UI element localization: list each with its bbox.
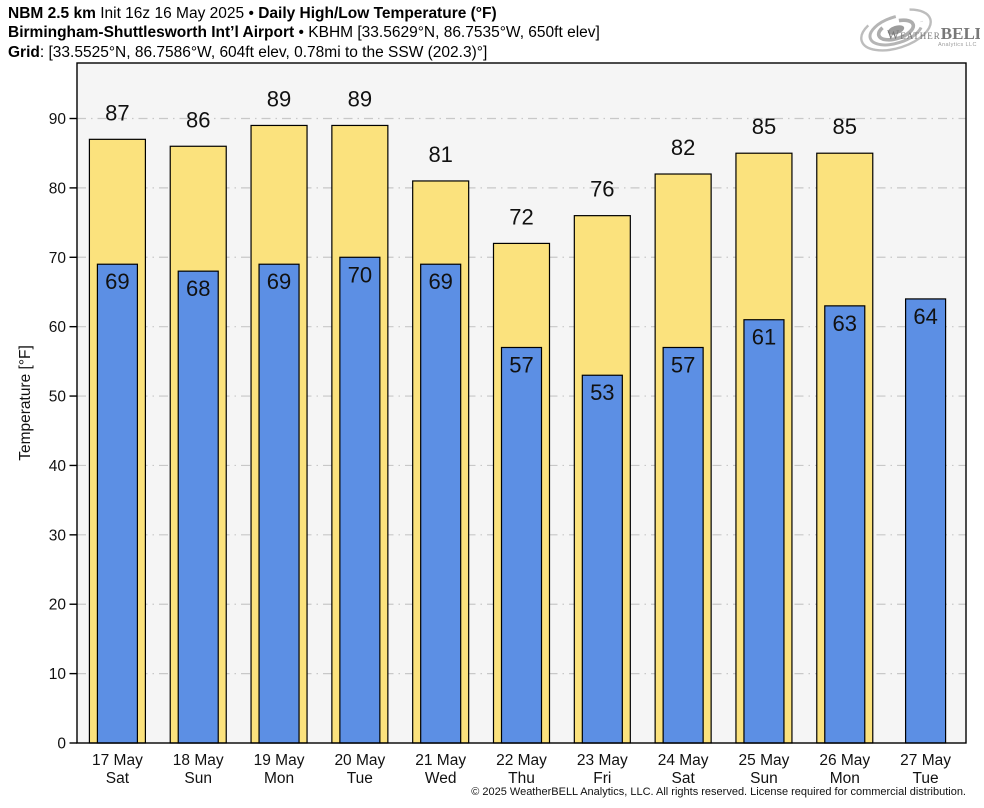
high-value-label: 82 bbox=[671, 135, 695, 160]
y-axis-title: Temperature [°F] bbox=[17, 345, 34, 461]
y-tick-label: 60 bbox=[49, 319, 67, 336]
high-value-label: 89 bbox=[348, 86, 372, 111]
y-tick-label: 80 bbox=[49, 180, 67, 197]
x-tick-label: 27 May Tue bbox=[900, 752, 951, 787]
low-value-label: 69 bbox=[105, 269, 129, 294]
high-value-label: 76 bbox=[590, 177, 614, 202]
station-name: Birmingham-Shuttlesworth Int’l Airport bbox=[8, 24, 295, 42]
y-tick-label: 20 bbox=[49, 597, 67, 614]
high-value-label: 85 bbox=[833, 114, 857, 139]
low-value-label: 63 bbox=[833, 311, 857, 336]
high-value-label: 85 bbox=[752, 114, 776, 139]
x-tick-label: 18 May Sun bbox=[173, 752, 224, 787]
product-title: Daily High/Low Temperature (°F) bbox=[258, 5, 497, 22]
low-value-label: 61 bbox=[752, 325, 776, 350]
plot-frame bbox=[76, 62, 967, 744]
low-bar bbox=[500, 346, 543, 744]
low-value-label: 57 bbox=[509, 352, 533, 377]
grid-details: : [33.5525°N, 86.7586°W, 604ft elev, 0.7… bbox=[39, 43, 488, 61]
low-bar bbox=[662, 346, 704, 744]
separator-dot: • bbox=[248, 5, 254, 22]
low-value-label: 69 bbox=[428, 269, 452, 294]
x-tick-label: 22 May Thu bbox=[496, 752, 547, 787]
grid-label: Grid bbox=[8, 43, 40, 61]
copyright-notice: © 2025 WeatherBELL Analytics, LLC. All r… bbox=[471, 786, 966, 798]
low-bar bbox=[824, 305, 866, 744]
header-line-2: Birmingham-Shuttlesworth Int’l Airport • K… bbox=[8, 23, 600, 42]
low-value-label: 53 bbox=[590, 380, 614, 405]
y-tick-label: 50 bbox=[49, 389, 67, 406]
low-bar bbox=[339, 256, 381, 744]
low-bar bbox=[904, 298, 947, 744]
x-tick-label: 19 May Mon bbox=[254, 752, 305, 787]
low-bar bbox=[177, 270, 219, 744]
low-bar bbox=[96, 263, 139, 744]
x-tick-label: 24 May Sat bbox=[658, 752, 709, 787]
low-value-label: 68 bbox=[186, 276, 210, 301]
x-tick-label: 25 May Sun bbox=[739, 752, 790, 787]
station-details: KBHM [33.5629°N, 86.7535°W, 650ft elev] bbox=[308, 24, 600, 42]
x-tick-label: 17 May Sat bbox=[92, 752, 143, 787]
x-tick-label: 23 May Fri bbox=[577, 752, 628, 787]
y-tick-label: 10 bbox=[49, 666, 67, 683]
low-bar bbox=[581, 374, 623, 744]
high-value-label: 81 bbox=[428, 142, 452, 167]
init-time: Init 16z 16 May 2025 bbox=[100, 5, 245, 22]
x-tick-label: 26 May Mon bbox=[819, 752, 870, 787]
low-value-label: 69 bbox=[267, 269, 291, 294]
high-value-label: 72 bbox=[509, 204, 533, 229]
chart-header: NBM 2.5 km Init 16z 16 May 2025 • Daily Hig… bbox=[8, 4, 600, 62]
header-line-1: NBM 2.5 km Init 16z 16 May 2025 • Daily Hig… bbox=[8, 4, 600, 23]
y-tick-label: 0 bbox=[57, 736, 66, 753]
low-bar bbox=[743, 319, 785, 744]
high-value-label: 86 bbox=[186, 107, 210, 132]
weatherbell-logo: WeatherBELL Analytics LLC bbox=[860, 8, 980, 52]
y-tick-label: 30 bbox=[49, 527, 67, 544]
x-tick-label: 21 May Wed bbox=[415, 752, 466, 787]
low-bar bbox=[420, 263, 462, 744]
logo-wordmark: WeatherBELL bbox=[887, 24, 980, 43]
y-tick-label: 90 bbox=[49, 111, 67, 128]
y-tick-label: 70 bbox=[49, 250, 67, 267]
x-tick-label: 20 May Tue bbox=[334, 752, 385, 787]
hurricane-swirl-icon bbox=[860, 8, 932, 52]
low-value-label: 64 bbox=[913, 304, 937, 329]
high-value-label: 89 bbox=[267, 86, 291, 111]
low-value-label: 70 bbox=[348, 262, 372, 287]
low-value-label: 57 bbox=[671, 352, 695, 377]
logo-subtext: Analytics LLC bbox=[938, 42, 977, 48]
separator-dot: • bbox=[298, 24, 304, 42]
high-value-label: 87 bbox=[105, 100, 129, 125]
header-line-3: Grid: [33.5525°N, 86.7586°W, 604ft elev,… bbox=[8, 43, 600, 62]
y-tick-label: 40 bbox=[49, 458, 67, 475]
low-bar bbox=[258, 263, 300, 744]
model-name: NBM 2.5 km bbox=[8, 5, 96, 22]
